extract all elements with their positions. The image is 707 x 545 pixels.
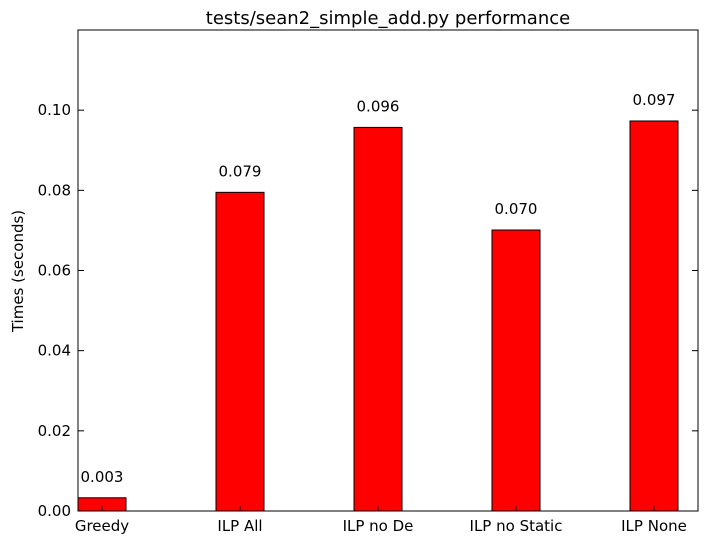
x-tick-label: ILP None (621, 517, 687, 535)
x-tick-label: ILP no Static (470, 517, 563, 535)
y-tick-label: 0.04 (38, 342, 71, 360)
bars-group: 0.003 0.079 0.096 0.070 0.097 (77, 91, 679, 512)
y-tick-label: 0.08 (38, 181, 71, 199)
bar-ilp-none (629, 120, 679, 512)
plot-frame (77, 29, 699, 512)
y-tick-label: 0.02 (38, 422, 71, 440)
bar-ilp-no-static (491, 229, 541, 512)
ticks-group: Greedy ILP All ILP no De ILP no Static ILP N… (38, 101, 698, 535)
y-tick-label: 0.06 (38, 262, 71, 280)
value-label: 0.079 (219, 162, 262, 180)
bar-ilp-all (215, 191, 265, 512)
x-tick-label: ILP All (217, 517, 262, 535)
value-label: 0.070 (495, 200, 538, 218)
y-axis-label: Times (seconds) (9, 210, 27, 333)
chart-title: tests/sean2_simple_add.py performance (206, 8, 570, 29)
y-tick-label: 0.00 (38, 502, 71, 520)
x-tick-label: ILP no De (343, 517, 414, 535)
value-label: 0.097 (633, 91, 676, 109)
bar-ilp-no-de (353, 126, 403, 512)
value-label: 0.096 (357, 97, 400, 115)
y-tick-label: 0.10 (38, 101, 71, 119)
value-label: 0.003 (81, 468, 124, 486)
x-tick-label: Greedy (75, 517, 129, 535)
